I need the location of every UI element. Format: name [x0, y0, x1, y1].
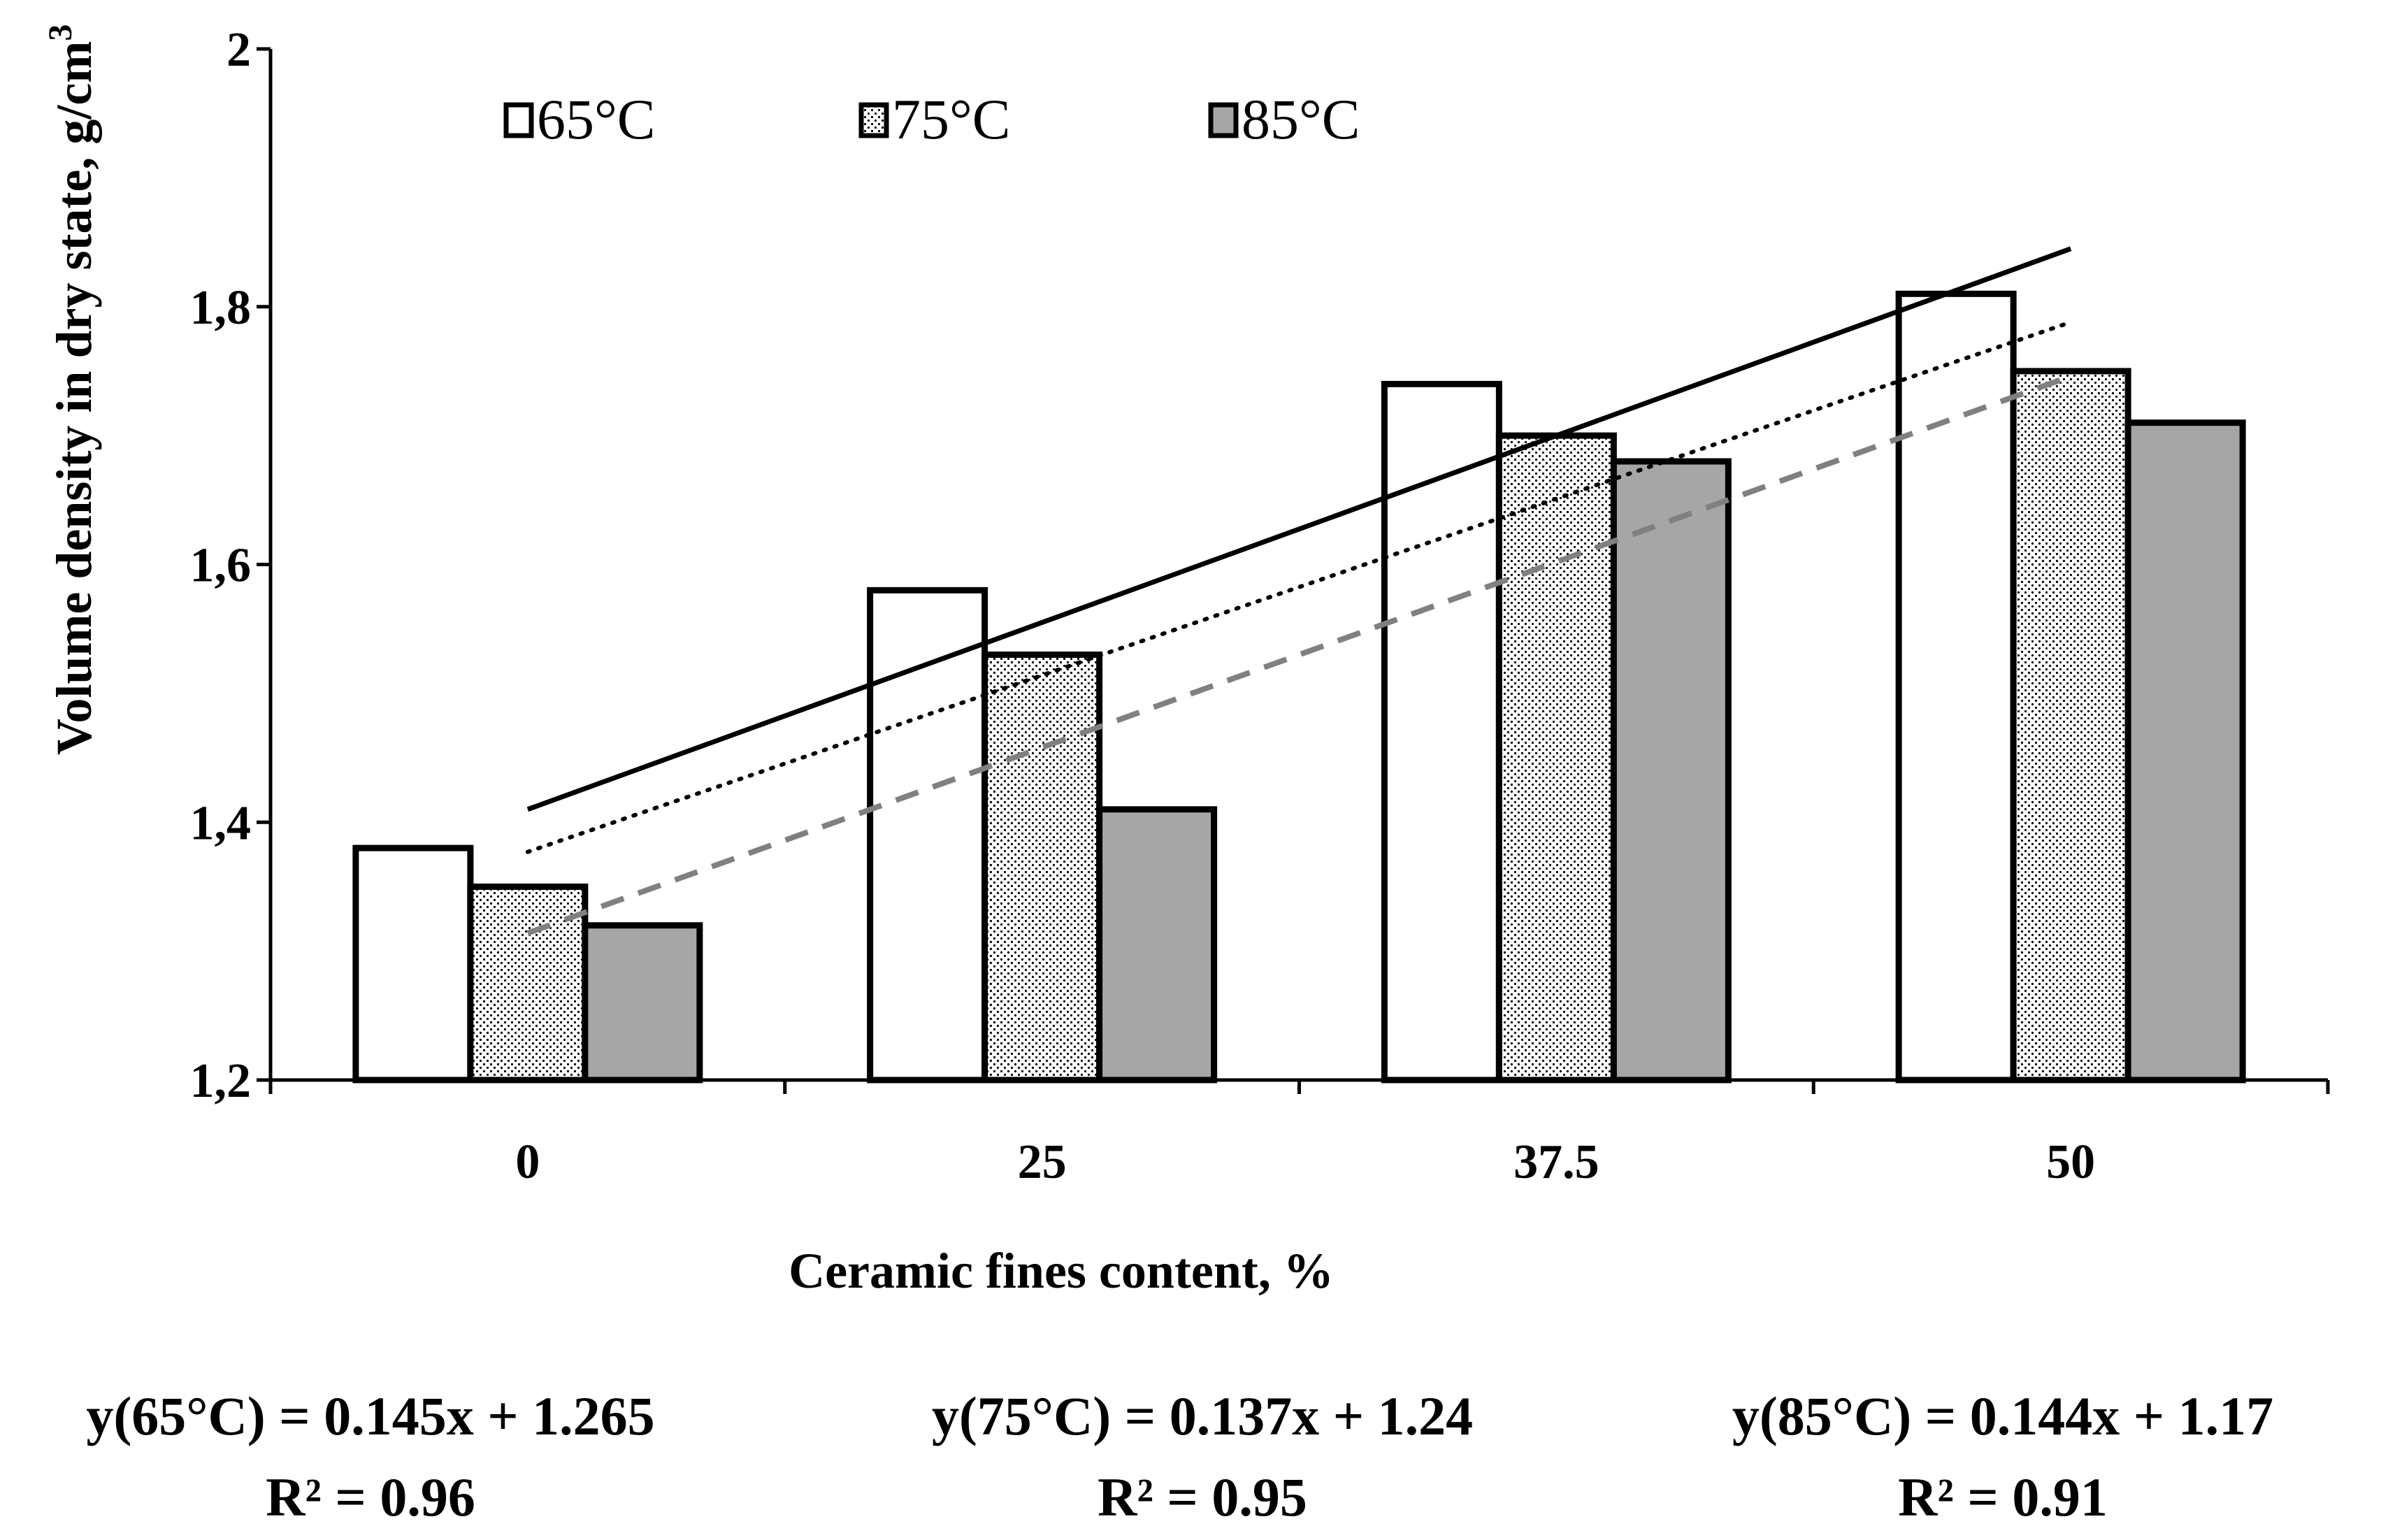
- r-squared-65: R² = 0.96: [266, 1467, 475, 1527]
- legend-label-75: 75°C: [892, 87, 1011, 151]
- equation-85: y(85°C) = 0.144x + 1.17: [1732, 1386, 2273, 1446]
- y-axis-label: Volume density in dry state, g/cm3: [42, 24, 102, 755]
- bar-65-50: [1895, 290, 2017, 1084]
- equation-75: y(75°C) = 0.137x + 1.24: [932, 1386, 1473, 1446]
- trendlines: [525, 246, 2073, 936]
- y-tick-label: 2: [226, 23, 251, 77]
- regression-equations: y(65°C) = 0.145x + 1.265 R² = 0.96 y(75°…: [86, 1386, 2273, 1527]
- bar-75-50: [2010, 368, 2131, 1084]
- bar-85-37.5: [1610, 458, 1732, 1084]
- trendline-65: [526, 246, 2072, 812]
- y-axis-label-superscript: 3: [42, 24, 79, 41]
- bar-85-25: [1096, 806, 1218, 1084]
- y-ticks: 1,2 1,4 1,6 1,8 2: [190, 23, 271, 1108]
- y-tick-label: 1,8: [190, 281, 252, 335]
- trendline-75: [525, 319, 2073, 854]
- r-squared-75: R² = 0.95: [1098, 1467, 1307, 1527]
- bar-65-0: [352, 844, 474, 1084]
- trendline-85: [526, 373, 2072, 936]
- equation-65: y(65°C) = 0.145x + 1.265: [86, 1386, 654, 1446]
- r-squared-85: R² = 0.91: [1898, 1467, 2108, 1527]
- legend-item-85: 85°C: [1208, 87, 1360, 151]
- bars: [352, 290, 2246, 1084]
- legend-swatch-65: [503, 102, 534, 138]
- bar-75-25: [981, 652, 1103, 1084]
- y-tick-label: 1,6: [190, 539, 252, 593]
- x-tick-label: 37.5: [1513, 1135, 1599, 1189]
- legend-item-65: 65°C: [503, 87, 656, 151]
- bar-85-0: [582, 922, 703, 1084]
- x-tick-label: 25: [1018, 1135, 1067, 1189]
- legend-swatch-75: [858, 102, 889, 138]
- y-tick-label: 1,4: [190, 796, 252, 850]
- bar-85-50: [2124, 419, 2246, 1084]
- legend-swatch-85: [1208, 102, 1239, 138]
- legend-label-65: 65°C: [537, 87, 656, 151]
- x-ticks: 0 25 37.5 50: [268, 1080, 2330, 1189]
- legend: 65°C 75°C 85°C: [503, 87, 1360, 151]
- x-tick-label: 50: [2046, 1135, 2095, 1189]
- bar-75-37.5: [1495, 432, 1617, 1084]
- legend-item-75: 75°C: [858, 87, 1011, 151]
- legend-label-85: 85°C: [1242, 87, 1360, 151]
- bar-65-37.5: [1381, 380, 1502, 1084]
- x-axis-label: Ceramic fines content, %: [789, 1243, 1334, 1299]
- x-tick-label: 0: [515, 1135, 540, 1189]
- y-tick-label: 1,2: [190, 1054, 252, 1108]
- bar-65-25: [867, 587, 988, 1084]
